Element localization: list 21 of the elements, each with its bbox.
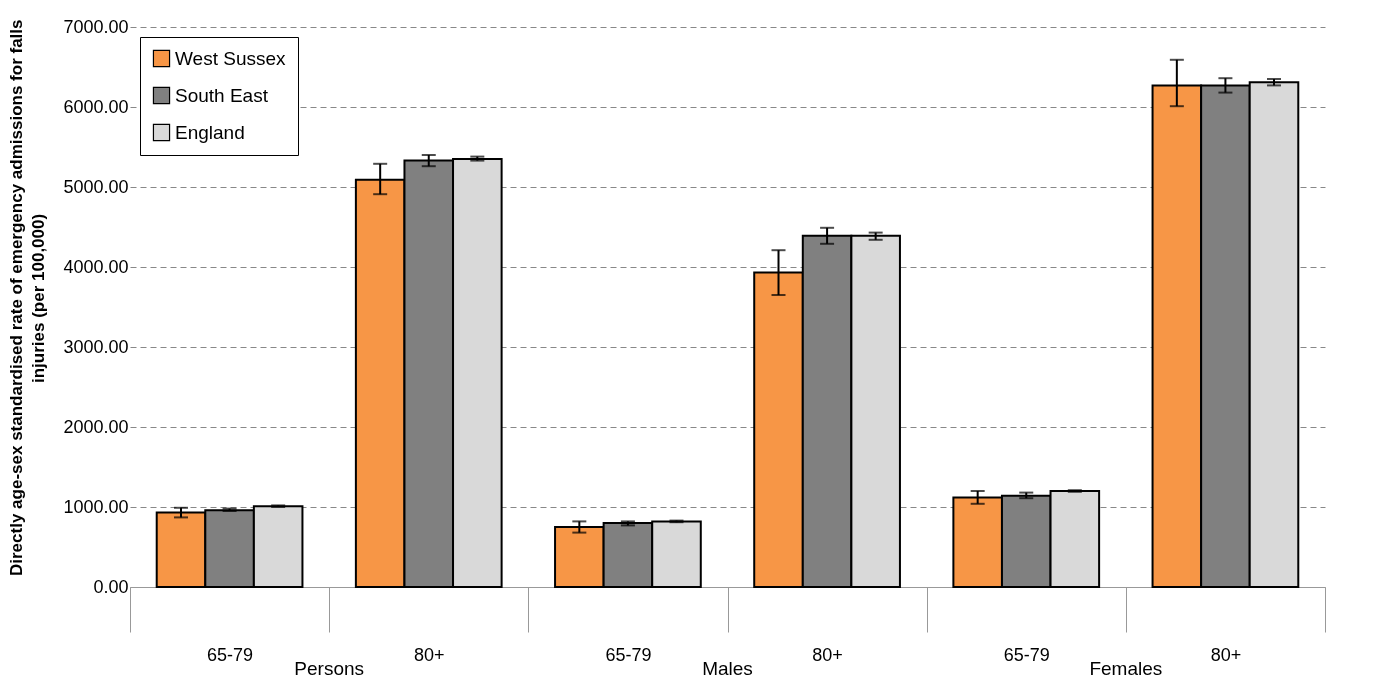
y-tick-label: 6000.00 <box>63 96 129 117</box>
x-tick-label: 65-79 <box>207 644 254 665</box>
text: Persons <box>294 658 365 679</box>
legend-label: South East <box>175 84 269 106</box>
x-tick-label: 80+ <box>413 644 445 665</box>
y-tick-label: 3000.00 <box>63 336 129 357</box>
y-tick-label: 5000.00 <box>63 176 129 197</box>
y-axis-title: Directly age-sex standardised rate of emergency admissions for falls injuries (per 100,000) <box>6 18 49 578</box>
text: Females <box>1089 658 1163 679</box>
legend-label: West Sussex <box>175 47 287 69</box>
legend-label: England <box>175 121 245 143</box>
y-tick-label: 7000.00 <box>63 16 129 37</box>
x-tick-label: 80+ <box>812 644 843 665</box>
y-tick-label: 2000.00 <box>63 416 129 437</box>
y-tick-label: 4000.00 <box>63 256 129 277</box>
y-tick-label: 1000.00 <box>63 496 129 517</box>
x-tick-label: 65-79 <box>1003 644 1050 665</box>
text: Males <box>702 658 753 679</box>
x-tick-label: 80+ <box>1210 644 1242 665</box>
y-tick-label: 0.00 <box>93 576 129 597</box>
x-tick-label: 65-79 <box>605 644 652 665</box>
